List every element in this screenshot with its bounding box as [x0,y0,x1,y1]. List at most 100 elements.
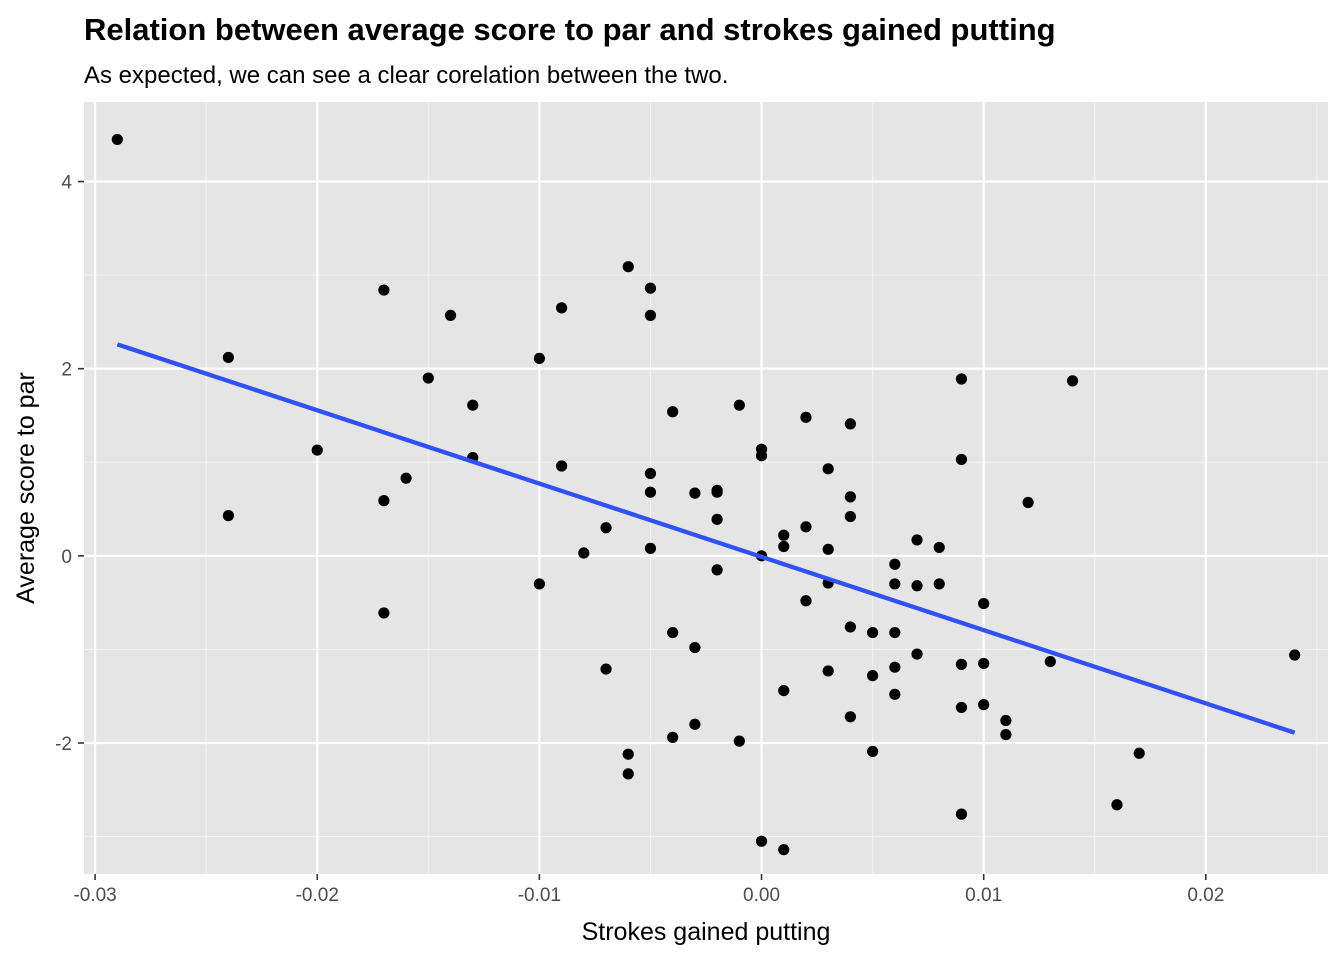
data-point [778,684,790,697]
data-point [378,495,390,507]
y-tick-label: 2 [61,360,72,381]
data-point [311,444,323,456]
data-point [533,578,545,590]
data-point [644,542,657,554]
x-tick-label: -0.03 [73,885,116,906]
data-point [778,529,790,541]
data-point [378,284,390,296]
data-point [378,607,390,619]
y-tick-label: 4 [61,173,72,194]
data-point [800,595,812,607]
data-point [711,513,723,525]
data-point [955,453,968,466]
x-axis: -0.03 -0.02 -0.01 0.00 0.01 0.02 [73,874,1224,906]
data-point [644,282,657,294]
data-point [711,564,723,576]
data-point [222,351,234,364]
data-point [600,522,612,534]
data-point [978,657,990,670]
data-point [889,578,901,590]
data-point [978,597,990,610]
x-tick-label: 0.01 [965,885,1002,906]
data-point [556,460,568,472]
data-point [844,491,856,503]
data-point [867,745,879,758]
data-point [822,543,834,555]
y-axis-title: Average score to par [12,372,40,604]
data-point [533,352,545,364]
data-point [822,665,834,677]
data-point [644,486,657,498]
data-point [889,626,901,639]
data-point [955,658,968,670]
data-point [111,133,123,146]
data-point [955,701,968,714]
chart-subtitle: As expected, we can see a clear corelati… [84,62,728,89]
data-point [933,578,945,590]
y-tick-label: -2 [55,734,72,755]
data-point [422,372,434,384]
major-gridlines [84,102,1328,874]
data-point [844,711,856,723]
data-point [844,510,856,523]
data-point [733,735,745,747]
data-point [933,541,945,554]
data-point [689,718,701,730]
data-point [1066,375,1079,387]
data-point [755,835,768,847]
data-point [1111,799,1123,811]
data-point [644,309,657,321]
x-axis-title: Strokes gained putting [582,918,831,946]
x-tick-label: 0.02 [1187,885,1224,906]
data-point [622,748,634,760]
x-tick-label: -0.01 [518,885,561,906]
data-point [644,467,657,480]
data-point [1000,728,1012,741]
data-point [711,486,723,498]
data-point [667,731,679,743]
x-tick-label: -0.02 [296,885,339,906]
data-point [955,373,968,385]
data-point [578,547,590,559]
data-point [844,418,856,430]
data-point [911,534,923,546]
data-point [667,626,679,639]
data-point [467,399,479,411]
data-point [689,641,701,654]
data-point [400,472,412,484]
chart-title: Relation between average score to par an… [84,12,1056,47]
data-point [444,309,457,321]
trend-line [116,342,1296,735]
data-point [222,510,234,522]
data-point [867,626,879,639]
data-point [978,699,990,711]
data-point [889,661,901,673]
data-point [844,621,856,633]
data-point [622,768,634,780]
data-point [1289,649,1301,661]
data-point [778,844,790,856]
data-point [1022,496,1034,509]
trend-line-group [116,342,1296,735]
data-point [822,463,834,475]
y-tick-label: 0 [61,547,72,568]
panel-background [84,102,1328,874]
data-point [1044,655,1056,668]
x-tick-label: 0.00 [743,885,780,906]
scatter-points [111,133,1301,856]
data-point [556,302,568,314]
data-point [889,688,901,700]
data-point [889,558,901,570]
data-point [622,261,634,273]
data-point [955,808,968,820]
y-axis: -2 0 2 4 [55,173,84,755]
data-point [667,406,679,418]
data-point [867,670,879,682]
data-point [1000,714,1012,727]
data-point [689,487,701,499]
data-point [911,580,923,592]
data-point [1133,747,1145,759]
data-point [600,663,612,675]
data-point [733,399,745,411]
